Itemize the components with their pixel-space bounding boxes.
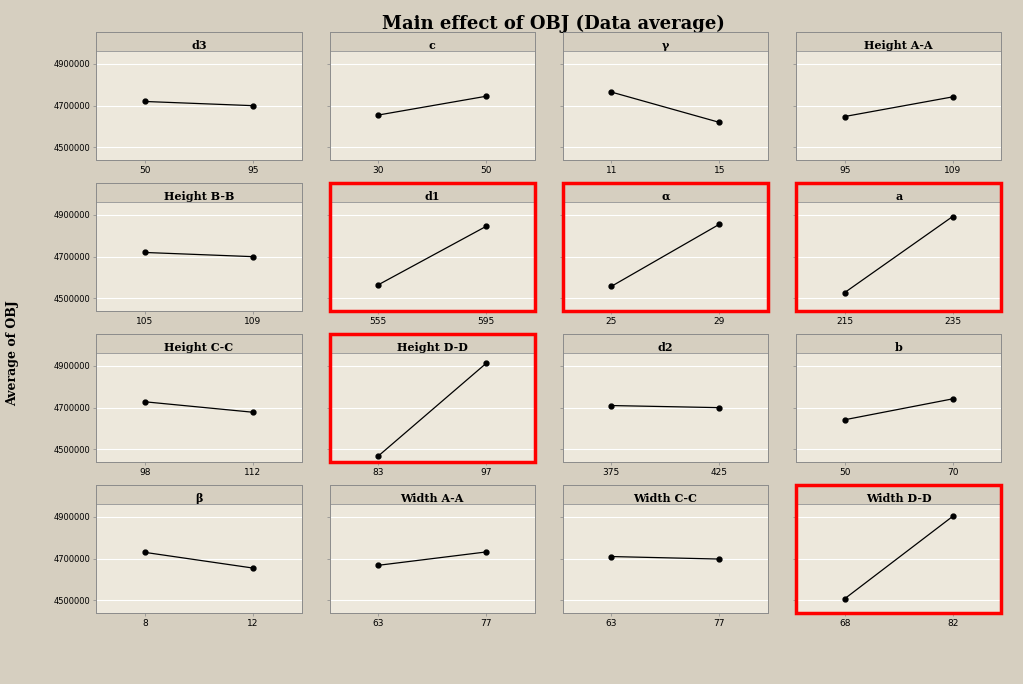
Text: d3: d3 xyxy=(191,40,207,51)
Text: Height C-C: Height C-C xyxy=(165,342,233,353)
Text: Width A-A: Width A-A xyxy=(400,493,463,504)
Text: a: a xyxy=(895,191,902,202)
Text: c: c xyxy=(429,40,436,51)
Text: Height B-B: Height B-B xyxy=(164,191,234,202)
Text: Height D-D: Height D-D xyxy=(397,342,468,353)
Text: d2: d2 xyxy=(658,342,673,353)
Text: Width D-D: Width D-D xyxy=(865,493,932,504)
Text: α: α xyxy=(661,191,670,202)
Text: b: b xyxy=(895,342,902,353)
Text: d1: d1 xyxy=(425,191,440,202)
Text: γ: γ xyxy=(662,40,669,51)
Text: Average of OBJ: Average of OBJ xyxy=(6,300,18,406)
Text: Width C-C: Width C-C xyxy=(633,493,698,504)
Text: Height A-A: Height A-A xyxy=(864,40,933,51)
Text: Main effect of OBJ (Data average): Main effect of OBJ (Data average) xyxy=(382,15,725,33)
Text: β: β xyxy=(195,493,203,504)
